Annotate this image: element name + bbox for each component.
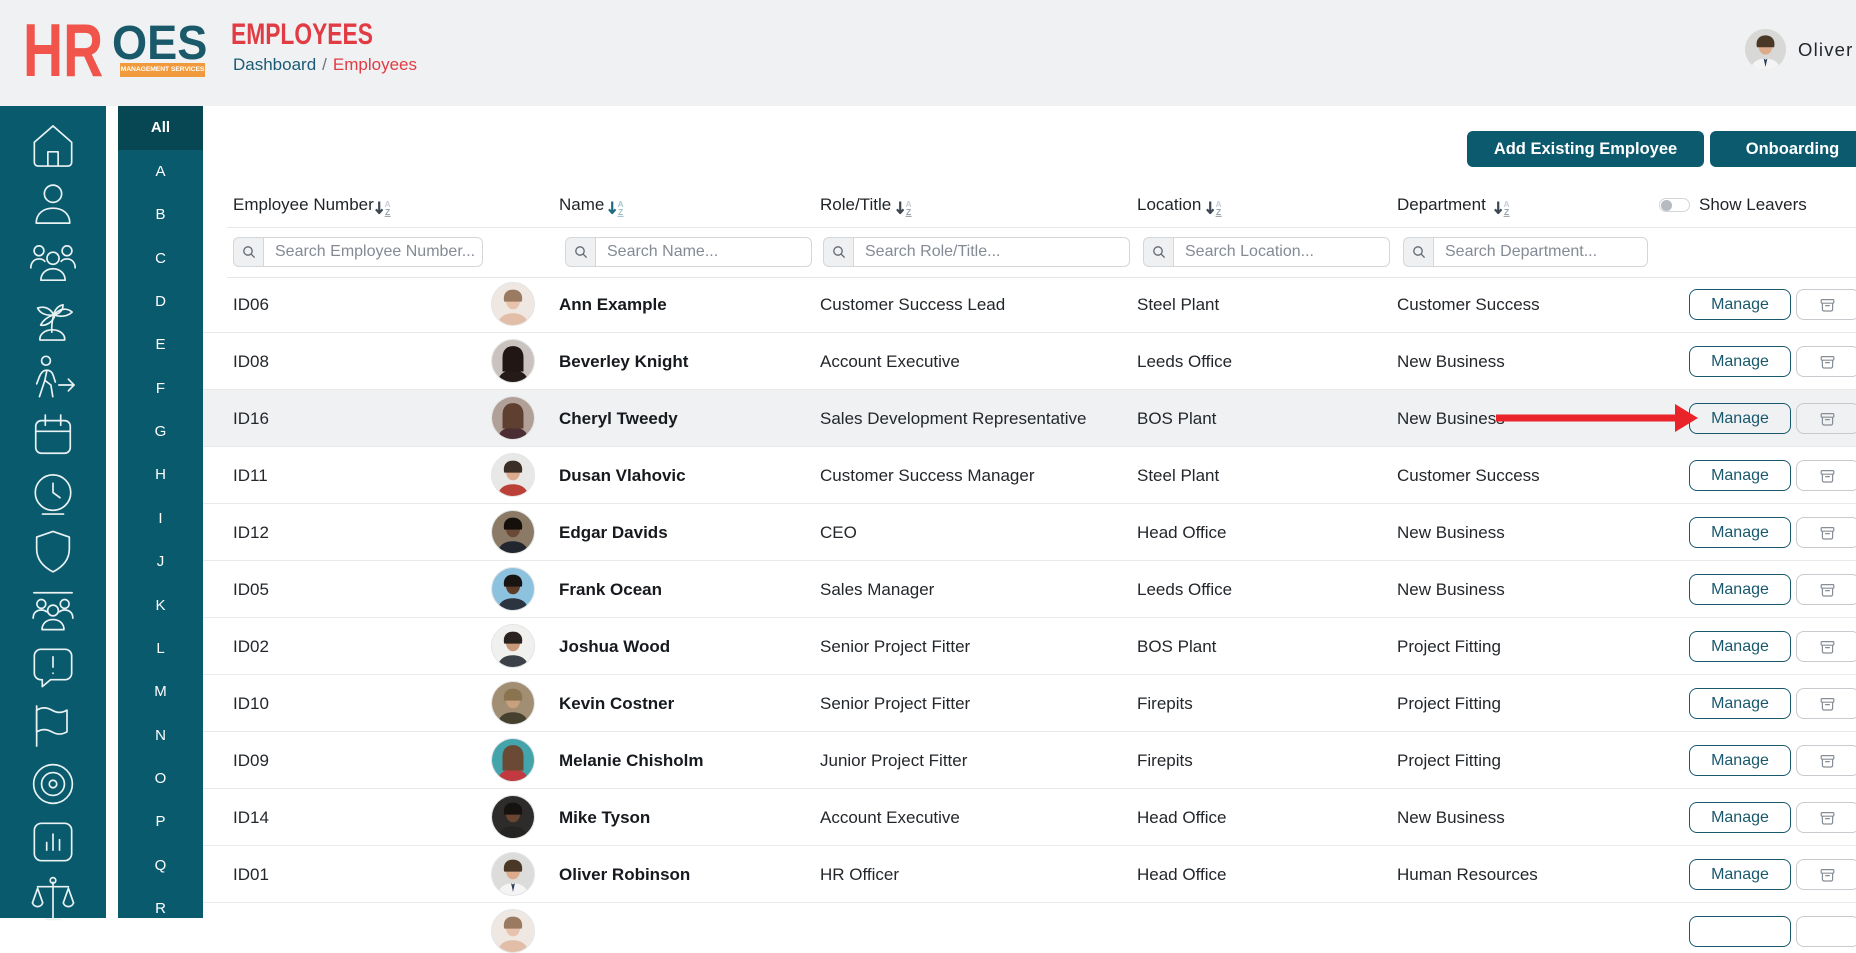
svg-text:A: A: [618, 200, 624, 209]
svg-text:A: A: [906, 200, 912, 209]
svg-text:Z: Z: [906, 207, 911, 217]
svg-text:A: A: [1504, 200, 1510, 209]
svg-text:Z: Z: [1504, 207, 1509, 217]
svg-text:A: A: [385, 200, 391, 209]
svg-text:Z: Z: [385, 207, 390, 217]
svg-text:A: A: [1216, 200, 1222, 209]
svg-text:Z: Z: [618, 207, 623, 217]
svg-text:Z: Z: [1216, 207, 1221, 217]
